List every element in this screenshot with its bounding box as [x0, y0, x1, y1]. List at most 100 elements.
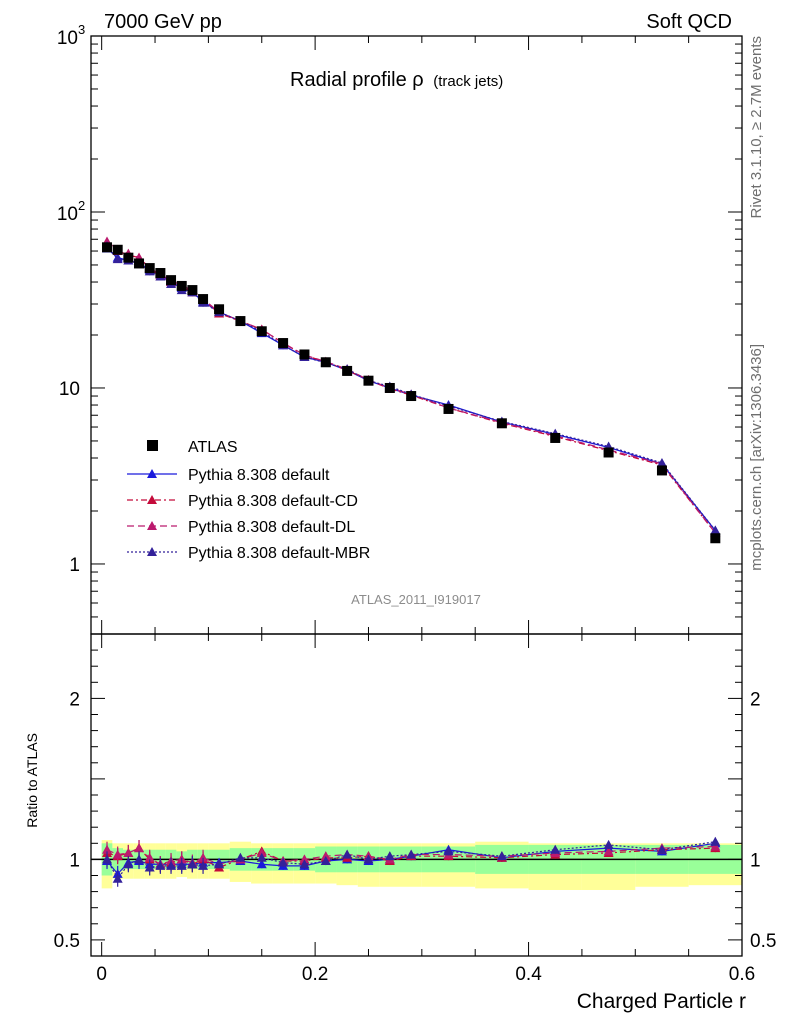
atlas-data-point [710, 533, 721, 544]
atlas-data-point [123, 252, 134, 263]
ratio-y-tick-label: 1 [69, 850, 80, 871]
main-y-tick-exponent: 2 [78, 198, 85, 213]
legend-label: Pythia 8.308 default-MBR [188, 545, 370, 562]
atlas-data-point [320, 357, 331, 368]
ratio-point [166, 860, 177, 870]
main-y-tick-exponent: 3 [78, 22, 85, 37]
series-point [112, 254, 123, 264]
atlas-data-point [198, 294, 209, 305]
ratio-point [123, 859, 134, 869]
atlas-data-point [155, 268, 166, 279]
ratio-y-tick-label: 0.5 [54, 931, 80, 952]
energy-label: 7000 GeV pp [104, 11, 222, 33]
ratio-point [198, 860, 209, 870]
atlas-data-point [384, 382, 395, 393]
process-label: Soft QCD [646, 11, 732, 33]
ratio-point [256, 847, 267, 857]
atlas-data-point [496, 418, 507, 429]
atlas-data-point [134, 258, 145, 269]
legend-marker [147, 547, 157, 556]
atlas-data-point [656, 465, 667, 476]
main-y-tick-label: 10 [57, 204, 78, 225]
ratio-y-tick-label-right: 1 [750, 850, 761, 871]
atlas-data-point [256, 326, 267, 337]
rivet-label: Rivet 3.1.10, ≥ 2.7M events [748, 36, 765, 219]
ratio-point [123, 847, 134, 857]
ratio-point [112, 849, 123, 859]
series-point [656, 457, 667, 467]
ratio-point [176, 860, 187, 870]
ratio-point [496, 851, 507, 861]
ratio-point [603, 846, 614, 856]
ratio-series-line [106, 841, 716, 880]
ratio-point [278, 857, 289, 867]
ratio-point [144, 852, 155, 862]
main-y-tick-label: 10 [57, 28, 78, 49]
ratio-point [320, 856, 331, 866]
ratio-series-4 [102, 836, 721, 887]
chart-title: Radial profile ρ (track jets) [290, 69, 503, 91]
atlas-data-point [102, 242, 113, 253]
ratio-point [102, 854, 113, 864]
legend: ATLAS Pythia 8.308 default Pythia 8.308 de… [127, 439, 370, 562]
atlas-data-point [176, 280, 187, 291]
ratio-point [198, 852, 209, 862]
legend-marker [147, 521, 157, 530]
atlas-data-point [144, 263, 155, 274]
atlas-data-point [443, 403, 454, 414]
ratio-point [214, 859, 225, 869]
ratio-point [603, 839, 614, 849]
atlas-data-point [550, 432, 561, 443]
ratio-y-tick-label-right: 2 [750, 689, 761, 710]
ratio-point [550, 844, 561, 854]
main-y-tick-label: 1 [69, 555, 80, 576]
ratio-point [102, 844, 113, 854]
ratio-point [443, 846, 454, 856]
series-line [106, 240, 716, 534]
atlas-data-point [342, 365, 353, 376]
ratio-point [710, 836, 721, 846]
mcplots-label: mcplots.cern.ch [arXiv:1306.3436] [748, 344, 765, 571]
ratio-point [155, 860, 166, 870]
axis-ticks [91, 35, 743, 957]
atlas-data-point [278, 338, 289, 349]
atlas-data-point [235, 316, 246, 327]
ratio-point [299, 859, 310, 869]
legend-label: Pythia 8.308 default [188, 467, 330, 484]
ratio-point [256, 859, 267, 869]
ratio-point [235, 852, 246, 862]
legend-label: Pythia 8.308 default-DL [188, 519, 355, 536]
atlas-data-point [166, 275, 177, 286]
x-tick-label: 0.6 [729, 964, 755, 985]
x-axis-title: Charged Particle r [577, 990, 746, 1013]
x-tick-label: 0.2 [302, 964, 328, 985]
atlas-data-points [102, 242, 721, 544]
ratio-point [112, 873, 123, 883]
ratio-point [656, 844, 667, 854]
atlas-data-point [363, 375, 374, 386]
main-series-layer [102, 236, 721, 537]
series-point [710, 525, 721, 535]
ratio-point [134, 854, 145, 864]
analysis-watermark: ATLAS_2011_I919017 [351, 592, 481, 607]
x-tick-label: 0.4 [515, 964, 542, 985]
legend-marker-atlas [147, 440, 158, 451]
ratio-y-axis-title: Ratio to ATLAS [24, 733, 40, 828]
chart-title-sub: (track jets) [433, 73, 503, 90]
series-line [106, 243, 716, 534]
ratio-point [144, 862, 155, 872]
series-line [106, 245, 716, 531]
ratio-point [187, 859, 198, 869]
atlas-data-point [603, 447, 614, 458]
legend-label: Pythia 8.308 default-CD [188, 493, 358, 510]
atlas-data-point [406, 391, 417, 402]
ratio-series-layer [102, 836, 721, 887]
atlas-data-point [112, 244, 123, 255]
atlas-data-point [299, 349, 310, 360]
ratio-point [134, 843, 145, 853]
ratio-point [384, 851, 395, 861]
legend-marker [147, 469, 157, 478]
ratio-point [256, 852, 267, 862]
